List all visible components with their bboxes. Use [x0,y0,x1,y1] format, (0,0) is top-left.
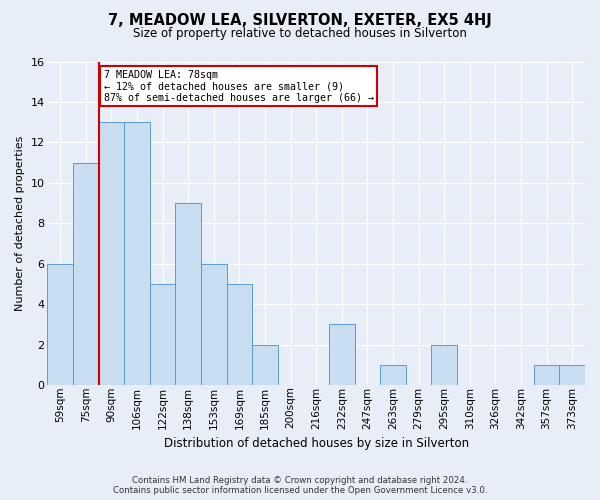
Bar [47,264,73,385]
Bar [431,344,457,385]
Y-axis label: Number of detached properties: Number of detached properties [15,136,25,311]
Text: 7, MEADOW LEA, SILVERTON, EXETER, EX5 4HJ: 7, MEADOW LEA, SILVERTON, EXETER, EX5 4H… [108,12,492,28]
Bar [534,365,559,385]
Text: Contains HM Land Registry data © Crown copyright and database right 2024.
Contai: Contains HM Land Registry data © Crown c… [113,476,487,495]
Bar [124,122,150,385]
Bar [150,284,175,385]
Bar [559,365,585,385]
Bar [227,284,252,385]
Bar [380,365,406,385]
Bar [329,324,355,385]
Bar [201,264,227,385]
Bar [252,344,278,385]
Bar [73,162,98,385]
Text: Size of property relative to detached houses in Silverton: Size of property relative to detached ho… [133,28,467,40]
Text: 7 MEADOW LEA: 78sqm
← 12% of detached houses are smaller (9)
87% of semi-detache: 7 MEADOW LEA: 78sqm ← 12% of detached ho… [104,70,374,103]
Bar [98,122,124,385]
X-axis label: Distribution of detached houses by size in Silverton: Distribution of detached houses by size … [164,437,469,450]
Bar [175,203,201,385]
